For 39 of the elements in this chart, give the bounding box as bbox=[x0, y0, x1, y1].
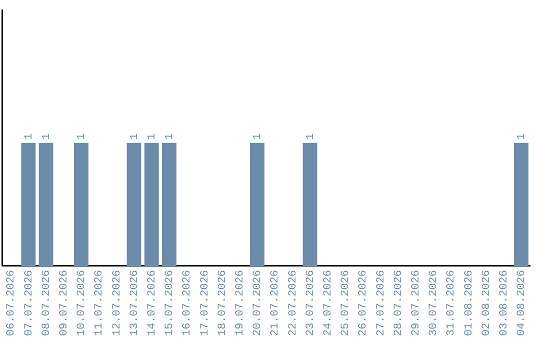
x-tick-label: 30.07.2026 bbox=[428, 270, 440, 336]
x-tick-label: 03.08.2026 bbox=[498, 270, 511, 336]
x-tick-label: 11.07.2026 bbox=[94, 270, 106, 336]
x-tick-label: 24.07.2026 bbox=[322, 270, 335, 336]
x-tick-label: 13.07.2026 bbox=[128, 270, 141, 336]
data-label: 1 bbox=[23, 132, 36, 140]
data-label: 1 bbox=[76, 132, 88, 140]
x-tick-label: 01.08.2026 bbox=[463, 270, 476, 336]
x-tick-label: 17.07.2026 bbox=[199, 270, 212, 336]
x-tick-label: 16.07.2026 bbox=[182, 270, 194, 336]
data-label: 1 bbox=[128, 132, 141, 140]
x-tick-label: 27.07.2026 bbox=[375, 270, 388, 336]
x-tick-label: 04.08.2026 bbox=[516, 270, 528, 336]
x-tick-label: 18.07.2026 bbox=[216, 270, 229, 336]
x-tick-label: 29.07.2026 bbox=[410, 270, 423, 336]
x-tick-label: 21.07.2026 bbox=[270, 270, 282, 336]
data-label: 1 bbox=[146, 132, 159, 140]
x-tick-label: 08.07.2026 bbox=[40, 270, 53, 336]
x-tick-label: 31.07.2026 bbox=[446, 270, 458, 336]
data-label: 1 bbox=[516, 132, 528, 140]
data-label: 1 bbox=[252, 132, 264, 140]
x-tick-label: 22.07.2026 bbox=[287, 270, 300, 336]
data-label: 1 bbox=[304, 132, 317, 140]
x-tick-label: 10.07.2026 bbox=[76, 270, 88, 336]
data-label: 1 bbox=[40, 132, 53, 140]
x-tick-label: 12.07.2026 bbox=[111, 270, 124, 336]
x-tick-label: 20.07.2026 bbox=[252, 270, 264, 336]
x-tick-label: 02.08.2026 bbox=[480, 270, 493, 336]
x-tick-label: 06.07.2026 bbox=[6, 270, 18, 336]
x-tick-label: 23.07.2026 bbox=[304, 270, 317, 336]
x-tick-label: 07.07.2026 bbox=[23, 270, 36, 336]
x-tick-label: 09.07.2026 bbox=[58, 270, 71, 336]
x-tick-label: 14.07.2026 bbox=[146, 270, 159, 336]
x-tick-label: 26.07.2026 bbox=[358, 270, 370, 336]
x-tick-label: 28.07.2026 bbox=[392, 270, 405, 336]
x-tick-label: 25.07.2026 bbox=[340, 270, 352, 336]
x-tick-label: 15.07.2026 bbox=[164, 270, 176, 336]
data-label: 1 bbox=[164, 132, 176, 140]
x-tick-label: 19.07.2026 bbox=[234, 270, 247, 336]
